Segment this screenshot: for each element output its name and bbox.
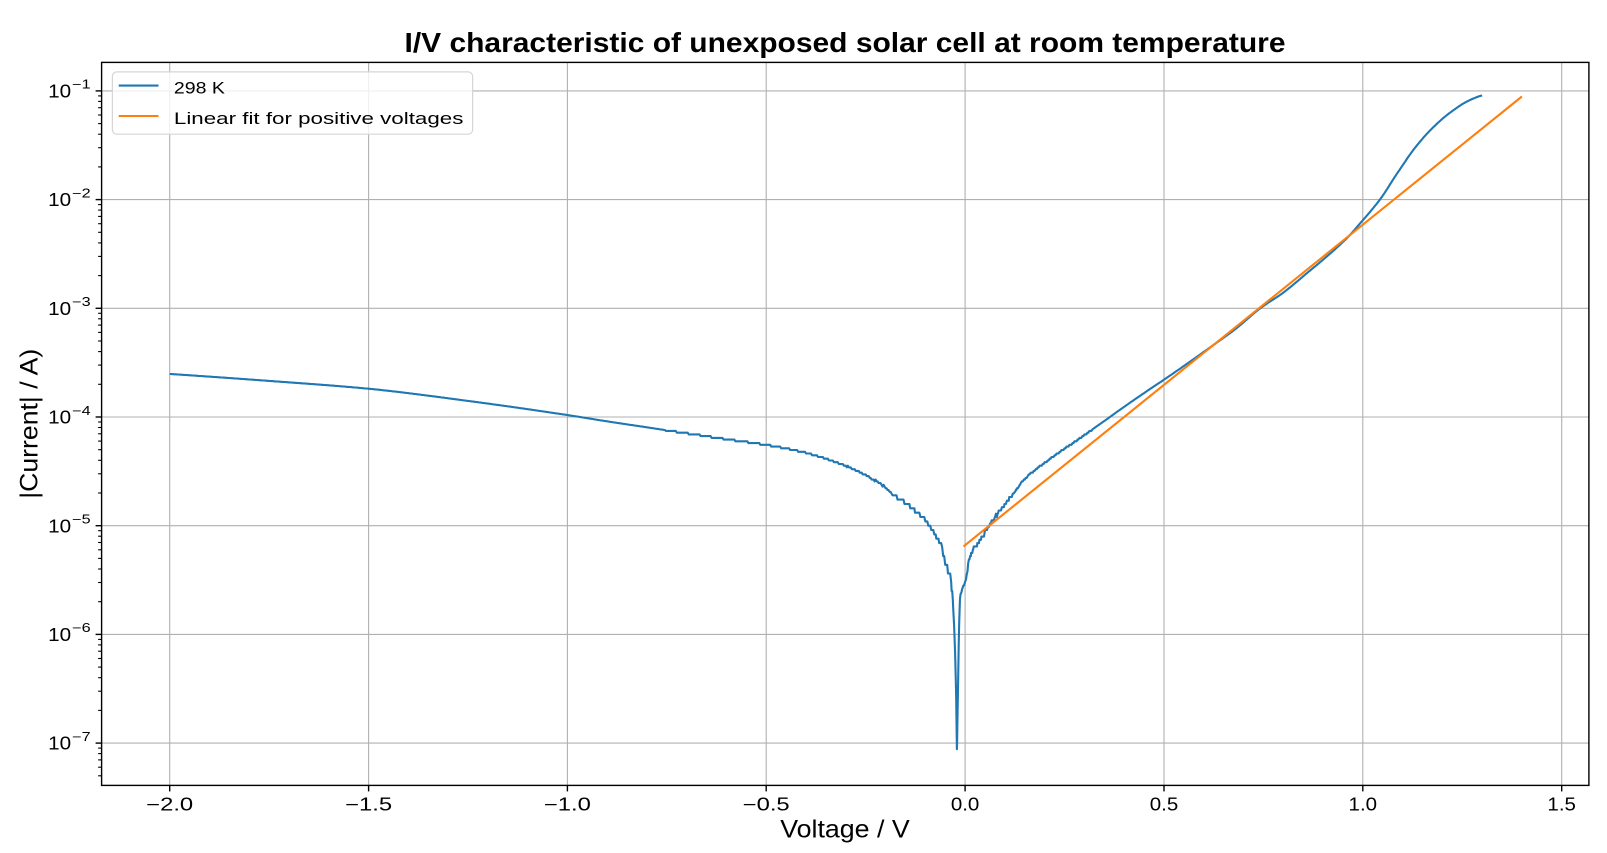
svg-text:−1.0: −1.0 [544, 795, 591, 815]
svg-text:−7: −7 [72, 730, 91, 744]
svg-text:10: 10 [48, 516, 71, 536]
svg-text:−1.5: −1.5 [345, 795, 392, 815]
svg-text:10: 10 [48, 734, 71, 754]
svg-text:10: 10 [48, 82, 71, 102]
svg-text:I/V characteristic of unexpose: I/V characteristic of unexposed solar ce… [405, 27, 1286, 58]
svg-text:−2: −2 [72, 186, 91, 200]
svg-text:10: 10 [48, 190, 71, 210]
svg-text:10: 10 [48, 625, 71, 645]
svg-text:−1: −1 [72, 78, 91, 92]
svg-text:−5: −5 [72, 513, 91, 527]
svg-text:1.0: 1.0 [1349, 795, 1378, 815]
svg-text:0.5: 0.5 [1150, 795, 1179, 815]
svg-text:Voltage / V: Voltage / V [780, 816, 910, 844]
svg-text:10: 10 [48, 299, 71, 319]
svg-text:−6: −6 [72, 621, 91, 635]
svg-text:−2.0: −2.0 [146, 795, 193, 815]
svg-text:Linear fit for positive voltag: Linear fit for positive voltages [174, 110, 464, 128]
svg-text:−4: −4 [72, 404, 91, 418]
svg-text:298 K: 298 K [174, 80, 225, 98]
svg-text:1.5: 1.5 [1547, 795, 1576, 815]
svg-text:−3: −3 [72, 295, 91, 309]
svg-text:|Current| / A): |Current| / A) [16, 349, 44, 499]
svg-text:0.0: 0.0 [951, 795, 980, 815]
svg-text:−0.5: −0.5 [743, 795, 790, 815]
svg-text:10: 10 [48, 408, 71, 428]
